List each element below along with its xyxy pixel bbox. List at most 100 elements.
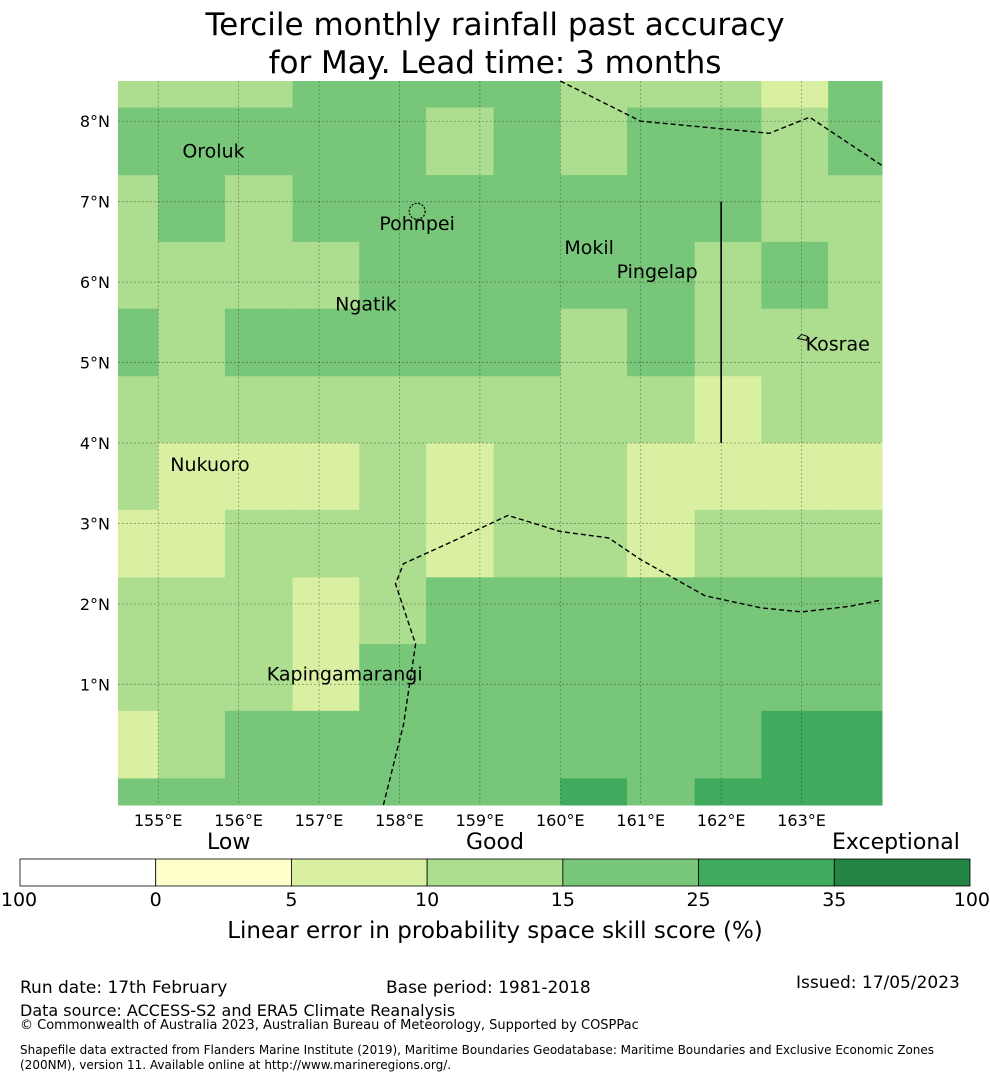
grid-cell bbox=[224, 107, 294, 176]
lon-tick-label: 161°E bbox=[616, 811, 665, 830]
grid-cell bbox=[493, 509, 561, 578]
lat-tick-label: 5°N bbox=[80, 354, 110, 373]
grid-cell bbox=[118, 241, 159, 310]
run-date: Run date: 17th February bbox=[20, 978, 228, 998]
place-label-kapingamarangi: Kapingamarangi bbox=[267, 663, 423, 685]
grid-cell bbox=[158, 778, 226, 806]
grid-cell bbox=[560, 241, 628, 310]
colorbar-segment bbox=[426, 858, 564, 887]
grid-cell bbox=[426, 81, 495, 109]
grid-cell bbox=[694, 241, 762, 310]
grid-cell bbox=[224, 241, 294, 310]
grid-cell bbox=[761, 710, 829, 779]
grid-cell bbox=[359, 710, 427, 779]
pohnpei-island-outline bbox=[408, 202, 426, 220]
grid-cell bbox=[828, 241, 883, 310]
issued-date: Issued: 17/05/2023 bbox=[796, 973, 960, 993]
title-line-2: for May. Lead time: 3 months bbox=[268, 45, 722, 81]
colorbar bbox=[19, 858, 971, 887]
place-label-nukuoro: Nukuoro bbox=[170, 454, 249, 476]
grid-cell bbox=[292, 710, 360, 779]
grid-cell bbox=[158, 443, 226, 511]
grid-cell bbox=[828, 577, 883, 645]
grid-cell bbox=[828, 509, 883, 578]
axis-tick-labels: 155°E 156°E 157°E 158°E 159°E 160°E 161°E 162°E… bbox=[80, 112, 826, 830]
base-period: Base period: 1981-2018 bbox=[386, 978, 591, 998]
grid-cell bbox=[359, 443, 427, 511]
grid-cell bbox=[359, 577, 427, 645]
grid-cell bbox=[493, 443, 561, 511]
grid-cell bbox=[560, 509, 628, 578]
grid-cell bbox=[694, 509, 762, 578]
grid-cell bbox=[694, 577, 762, 645]
grid-cell bbox=[761, 644, 829, 712]
grid-cell bbox=[493, 577, 561, 645]
grid-cell bbox=[627, 509, 696, 578]
grid-cell bbox=[426, 175, 495, 243]
grid-cell bbox=[627, 443, 696, 511]
title-line-1: Tercile monthly rainfall past accuracy bbox=[205, 7, 785, 43]
grid-cell bbox=[359, 81, 427, 109]
grid-cell bbox=[761, 241, 829, 310]
colorbar-tick-label: 0 bbox=[149, 889, 162, 911]
lon-tick-label: 160°E bbox=[536, 811, 585, 830]
shapefile-credit: Shapefile data extracted from Flanders M… bbox=[20, 1043, 935, 1072]
grid-cell bbox=[694, 308, 762, 377]
grid-cell bbox=[292, 577, 360, 645]
data-source: Data source: ACCESS-S2 and ERA5 Climate … bbox=[20, 1001, 456, 1020]
grid-cell bbox=[694, 710, 762, 779]
grid-cell bbox=[426, 778, 495, 806]
grid-cell bbox=[560, 308, 628, 377]
place-label-kosrae: Kosrae bbox=[806, 333, 870, 355]
grid-cell bbox=[118, 175, 159, 243]
grid-cell bbox=[158, 175, 226, 243]
lat-tick-label: 8°N bbox=[80, 112, 110, 131]
grid-cell bbox=[560, 778, 628, 806]
lat-tick-label: 4°N bbox=[80, 434, 110, 453]
place-label-pingelap: Pingelap bbox=[617, 261, 698, 283]
colorbar-segment bbox=[562, 858, 699, 887]
lat-tick-label: 7°N bbox=[80, 193, 110, 212]
grid-cell bbox=[426, 443, 495, 511]
grid-cell bbox=[828, 376, 883, 444]
grid-cell bbox=[426, 241, 495, 310]
grid-cell bbox=[627, 710, 696, 779]
grid-cell bbox=[828, 107, 883, 176]
grid-cell bbox=[560, 376, 628, 444]
grid-cell bbox=[426, 710, 495, 779]
grid-cell bbox=[493, 241, 561, 310]
grid-cell bbox=[292, 778, 360, 806]
grid-cell bbox=[828, 443, 883, 511]
grid-cell bbox=[761, 443, 829, 511]
grid-cell bbox=[292, 644, 360, 712]
grid-cell bbox=[224, 175, 294, 243]
grid-cell bbox=[118, 577, 159, 645]
grid-cell bbox=[627, 241, 696, 310]
grid-cell bbox=[292, 376, 360, 444]
grid-cell bbox=[694, 81, 762, 109]
grid-cell bbox=[560, 710, 628, 779]
grid-cell bbox=[493, 778, 561, 806]
grid-cell bbox=[118, 308, 159, 377]
grid-cell bbox=[118, 81, 159, 109]
eez-boundary-line bbox=[559, 80, 883, 167]
grid-cell bbox=[694, 175, 762, 243]
grid-cell bbox=[694, 107, 762, 176]
grid-cell bbox=[224, 443, 294, 511]
grid-cell bbox=[426, 509, 495, 578]
grid-cell bbox=[493, 376, 561, 444]
grid-cell bbox=[158, 308, 226, 377]
grid-cell bbox=[493, 308, 561, 377]
grid-cell bbox=[158, 241, 226, 310]
grid-cell bbox=[224, 778, 294, 806]
grid-cell bbox=[828, 175, 883, 243]
lon-tick-label: 157°E bbox=[295, 811, 344, 830]
grid-cell bbox=[292, 308, 360, 377]
grid-cell bbox=[292, 175, 360, 243]
grid-cell bbox=[761, 577, 829, 645]
grid-cell bbox=[627, 308, 696, 377]
kosrae-island-outline bbox=[796, 333, 809, 342]
grid-cell bbox=[560, 81, 628, 109]
grid-cell bbox=[627, 376, 696, 444]
